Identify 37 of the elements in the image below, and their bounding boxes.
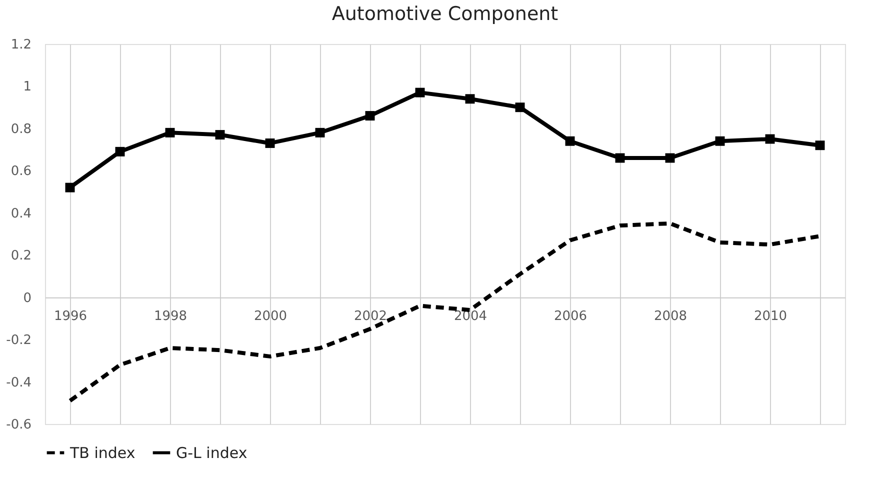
x-tick-label: 1996 (54, 308, 88, 324)
y-tick-label: 0.4 (10, 206, 32, 222)
y-tick-label: -0.6 (6, 418, 32, 432)
point (315, 128, 325, 138)
y-tick-label: -0.4 (6, 375, 32, 390)
point (565, 136, 575, 146)
point (515, 102, 525, 112)
point (465, 94, 475, 104)
y-tick-label: 0.6 (10, 164, 32, 180)
legend-label: TB index (69, 444, 136, 462)
y-tick-label: 0.8 (10, 122, 32, 137)
point (715, 136, 725, 146)
x-tick-label: 2006 (554, 308, 588, 324)
legend-label: G-L index (176, 444, 248, 462)
y-tick-label: 0 (23, 290, 32, 306)
chart-title: Automotive Component (332, 3, 558, 25)
x-tick-label: 1998 (154, 308, 188, 324)
y-tick-label: -0.2 (6, 333, 32, 348)
point (665, 153, 675, 163)
y-tick-label: 1 (23, 80, 32, 95)
x-tick-label: 2002 (354, 308, 388, 324)
point (165, 128, 175, 138)
y-tick-label: 1.2 (10, 38, 32, 52)
point (415, 88, 425, 98)
point (265, 138, 275, 148)
x-tick-label: 2010 (754, 308, 788, 324)
point (815, 140, 825, 150)
x-tick-label: 2008 (654, 308, 688, 324)
point (765, 134, 775, 144)
x-tick-label: 2000 (254, 308, 288, 324)
x-tick-label: 2004 (454, 308, 488, 324)
point (615, 153, 625, 163)
y-tick-label: 0.2 (10, 248, 32, 264)
point (115, 146, 125, 156)
point (65, 182, 75, 192)
point (365, 111, 375, 121)
point (215, 130, 225, 140)
